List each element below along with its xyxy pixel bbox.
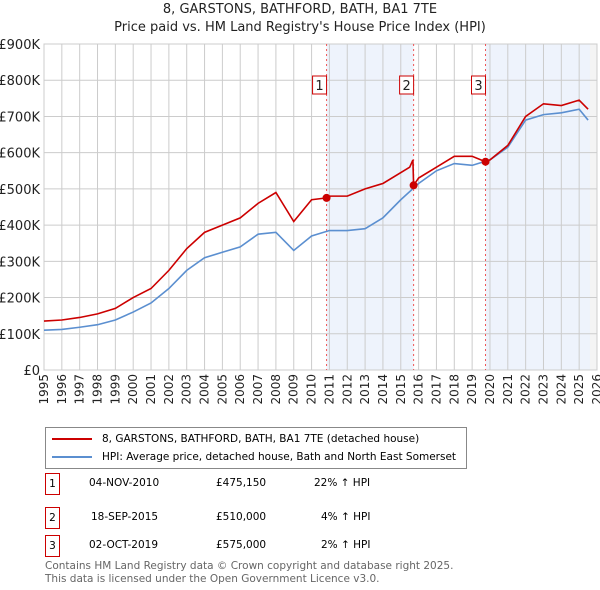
x-tick-label: 2004 [198,374,212,405]
sale-hpi: 22% ↑ HPI [314,477,371,489]
shaded-period [326,44,414,370]
y-tick-label: £700K [0,110,40,125]
y-tick-label: £0 [23,364,40,379]
plot-border [43,43,598,371]
x-tick-label: 2014 [376,374,390,405]
y-tick-label: £400K [0,219,40,234]
sale-date: 18-SEP-2015 [91,511,159,523]
sale-hpi: 2% ↑ HPI [321,539,371,551]
sale-point [481,157,490,166]
sale-point [409,181,418,190]
x-tick-label: 2021 [501,374,515,405]
sale-badge: 3 [45,535,60,557]
y-tick-label: £900K [0,38,40,53]
legend: 8, GARSTONS, BATHFORD, BATH, BA1 7TE (de… [45,427,467,469]
x-tick-label: 2026 [590,374,600,405]
shaded-period [485,44,597,370]
y-tick-label: £100K [0,328,40,343]
plot-area: 1995 1996 1997 1998 1999 2000 2001 2002 2003 2004… [0,38,600,405]
x-tick-label: 2011 [322,374,336,405]
x-tick-label: 2003 [180,374,194,405]
x-tick-label: 2001 [144,374,158,405]
x-tick-label: 2017 [429,374,443,405]
sale-price: £575,000 [216,539,267,551]
x-tick-label: 2023 [536,374,550,405]
x-tick-label: 1996 [55,374,69,405]
sale-date: 02-OCT-2019 [89,539,158,551]
legend-swatch-blue [52,456,92,458]
x-tick-label: 2024 [554,374,568,405]
x-tick-label: 2009 [287,374,301,405]
y-tick-label: £800K [0,74,40,89]
price-line [43,99,589,322]
sale-badge: 1 [45,473,60,495]
footer-line-1: Contains HM Land Registry data © Crown c… [45,560,454,572]
sale-marker-box [312,75,328,95]
x-tick-label: 2025 [572,374,586,405]
sale-marker-label: 3 [474,79,482,94]
x-tick-label: 1997 [73,374,87,405]
legend-label: 8, GARSTONS, BATHFORD, BATH, BA1 7TE (de… [102,433,420,445]
x-tick-label: 2000 [126,374,140,405]
x-tick-label: 2015 [394,374,408,405]
footer-line-2: This data is licensed under the Open Gov… [45,573,380,585]
sale-marker-box [399,75,415,95]
x-tick-label: 2016 [412,374,426,405]
x-tick-label: 2020 [483,374,497,405]
x-tick-label: 1995 [37,374,51,405]
x-tick-label: 2005 [215,374,229,405]
sale-marker-box [471,75,487,95]
x-tick-label: 2007 [251,374,265,405]
x-tick-label: 2013 [358,374,372,405]
sale-price: £510,000 [216,511,267,523]
x-tick-label: 2002 [162,374,176,405]
legend-label: HPI: Average price, detached house, Bath… [102,451,457,463]
sale-point [322,193,331,202]
x-tick-label: 2019 [465,374,479,405]
chart-subtitle: Price paid vs. HM Land Registry's House … [114,20,486,35]
legend-item-hpi: HPI: Average price, detached house, Bath… [52,449,456,465]
y-tick-label: £600K [0,147,40,162]
x-tick-label: 2006 [233,374,247,405]
y-tick-label: £300K [0,255,40,270]
hpi-line [43,108,589,331]
x-tick-label: 2010 [305,374,319,405]
sale-badge: 2 [45,507,60,529]
future-hatch [589,44,597,370]
x-tick-label: 1999 [108,374,122,405]
sale-marker-label: 1 [315,79,323,94]
y-tick-label: £200K [0,292,40,307]
sale-marker-label: 2 [402,79,410,94]
legend-item-price: 8, GARSTONS, BATHFORD, BATH, BA1 7TE (de… [52,431,419,447]
x-tick-label: 1998 [91,374,105,405]
sale-price: £475,150 [216,477,267,489]
sale-date: 04-NOV-2010 [89,477,160,489]
sale-hpi: 4% ↑ HPI [321,511,371,523]
legend-swatch-red [52,438,92,440]
y-tick-label: £500K [0,183,40,198]
x-tick-label: 2008 [269,374,283,405]
chart-title: 8, GARSTONS, BATHFORD, BATH, BA1 7TE [162,2,438,17]
x-tick-label: 2018 [447,374,461,405]
x-tick-label: 2012 [340,374,354,405]
x-tick-label: 2022 [519,374,533,405]
